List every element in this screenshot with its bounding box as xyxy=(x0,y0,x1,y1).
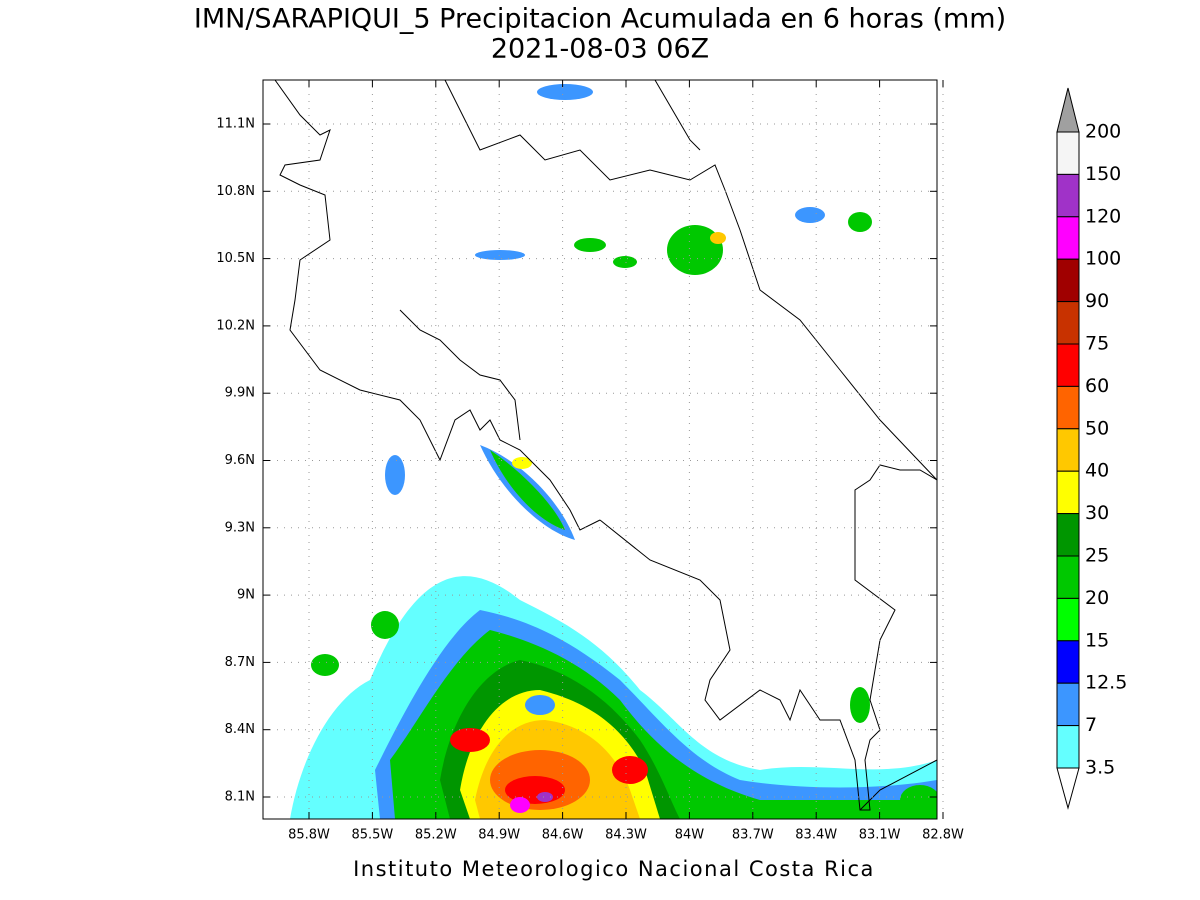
subtitle: 2021-08-03 06Z xyxy=(491,34,709,65)
colorbar-label: 50 xyxy=(1085,417,1109,439)
lat-label: 9.9N xyxy=(225,386,255,401)
lon-label: 85.8W xyxy=(288,828,330,843)
colorbar-box xyxy=(1056,131,1080,175)
lat-label: 9.6N xyxy=(225,453,255,468)
lat-label: 10.8N xyxy=(216,184,255,199)
coastline xyxy=(274,80,937,811)
colorbar-label: 90 xyxy=(1085,290,1109,312)
colorbar-box xyxy=(1056,513,1080,557)
lon-label: 85.2W xyxy=(415,828,457,843)
precipitation-field xyxy=(290,84,937,819)
colorbar-label: 100 xyxy=(1085,248,1121,270)
colorbar-box xyxy=(1056,258,1080,303)
colorbar-label: 40 xyxy=(1085,460,1109,482)
lat-label: 10.5N xyxy=(216,251,255,266)
lon-label: 83.4W xyxy=(795,828,837,843)
colorbar-box xyxy=(1056,470,1080,515)
colorbar-label: 15 xyxy=(1085,629,1109,651)
colorbar-box xyxy=(1056,725,1080,769)
lon-label: 84W xyxy=(675,828,705,843)
colorbar-box xyxy=(1056,640,1080,684)
map-frame xyxy=(262,79,938,820)
colorbar-box xyxy=(1056,385,1080,430)
lon-label: 84.3W xyxy=(605,828,647,843)
colorbar-label: 60 xyxy=(1085,375,1109,397)
colorbar-box xyxy=(1056,343,1080,387)
colorbar-box xyxy=(1056,173,1080,218)
lat-label: 11.1N xyxy=(216,117,255,132)
colorbar-label: 75 xyxy=(1085,333,1109,355)
lat-label: 9N xyxy=(237,588,255,603)
colorbar-label: 20 xyxy=(1085,587,1109,609)
lat-label: 8.7N xyxy=(225,655,255,670)
colorbar-label: 12.5 xyxy=(1085,672,1127,694)
colorbar-arrow-bottom xyxy=(1056,767,1080,810)
footer: Instituto Meteorologico Nacional Costa R… xyxy=(353,857,875,881)
lat-label: 8.4N xyxy=(225,722,255,737)
title: IMN/SARAPIQUI_5 Precipitacion Acumulada … xyxy=(194,4,1006,35)
colorbar-label: 7 xyxy=(1085,714,1097,736)
lon-label: 83.1W xyxy=(859,828,901,843)
lon-label: 84.6W xyxy=(542,828,584,843)
colorbar-label: 3.5 xyxy=(1085,757,1115,779)
colorbar-box xyxy=(1056,301,1080,345)
colorbar-label: 150 xyxy=(1085,163,1121,185)
lon-label: 85.5W xyxy=(351,828,393,843)
colorbar-box xyxy=(1056,597,1080,642)
colorbar-box xyxy=(1056,555,1080,599)
colorbar-label: 25 xyxy=(1085,545,1109,567)
colorbar-arrow-top xyxy=(1056,87,1080,133)
colorbar-box xyxy=(1056,682,1080,727)
lon-label: 84.9W xyxy=(478,828,520,843)
colorbar-label: 120 xyxy=(1085,205,1121,227)
colorbar-box xyxy=(1056,216,1080,260)
colorbar-label: 30 xyxy=(1085,502,1109,524)
lat-label: 10.2N xyxy=(216,318,255,333)
colorbar-box xyxy=(1056,428,1080,472)
colorbar-label: 200 xyxy=(1085,121,1121,143)
lat-label: 8.1N xyxy=(225,790,255,805)
lon-label: 83.7W xyxy=(732,828,774,843)
lat-label: 9.3N xyxy=(225,520,255,535)
lon-label: 82.8W xyxy=(922,828,964,843)
